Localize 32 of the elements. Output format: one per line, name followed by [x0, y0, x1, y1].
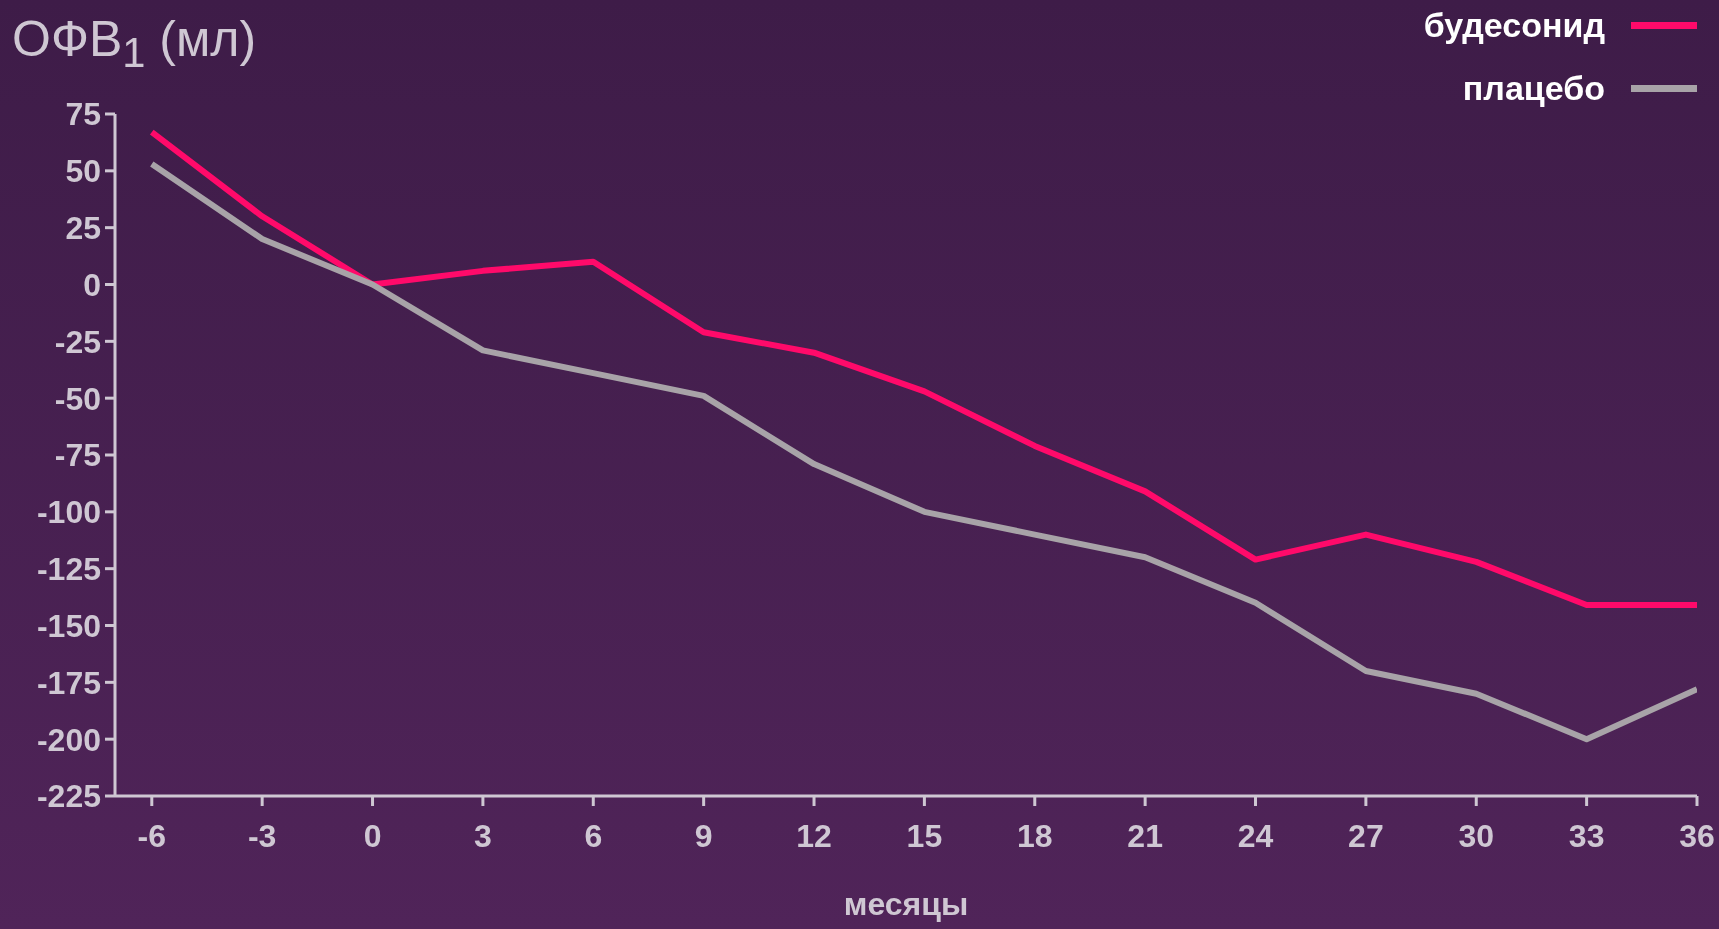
y-tick-label: 25	[65, 210, 101, 247]
y-tick-label: -175	[36, 664, 101, 701]
legend-label: плацебо	[1462, 69, 1605, 108]
x-tick-label: -6	[137, 817, 167, 854]
y-tick-label: -25	[54, 323, 101, 360]
y-tick-label: -200	[36, 721, 101, 758]
chart-title: ОФВ$_{1}$ (мл)	[12, 10, 257, 77]
x-tick-label: 12	[796, 817, 832, 854]
legend-label: будесонид	[1423, 6, 1605, 45]
x-tick-label: 27	[1348, 817, 1384, 854]
y-tick-label: -125	[36, 551, 101, 588]
x-tick-label: 0	[363, 817, 382, 854]
y-tick-label: -100	[36, 494, 101, 531]
x-tick-label: -3	[247, 817, 277, 854]
y-tick-label: -150	[36, 607, 101, 644]
y-tick-label: -225	[36, 778, 101, 815]
x-tick-label: 6	[584, 817, 603, 854]
x-tick-label: 33	[1568, 817, 1605, 854]
y-tick-label: -75	[54, 437, 101, 474]
x-axis-title: месяцы	[843, 886, 969, 922]
x-tick-label: 30	[1458, 817, 1495, 854]
x-tick-label: 36	[1679, 817, 1715, 854]
x-tick-label: 24	[1237, 817, 1274, 854]
y-tick-label: 50	[65, 153, 101, 190]
x-tick-label: 21	[1127, 817, 1163, 854]
y-tick-label: -50	[54, 380, 101, 417]
x-tick-label: 18	[1016, 817, 1053, 854]
x-tick-label: 3	[474, 817, 492, 854]
x-tick-label: 9	[694, 817, 713, 854]
x-tick-label: 15	[906, 817, 943, 854]
y-tick-label: 0	[83, 266, 101, 303]
y-tick-label: 75	[65, 96, 101, 133]
